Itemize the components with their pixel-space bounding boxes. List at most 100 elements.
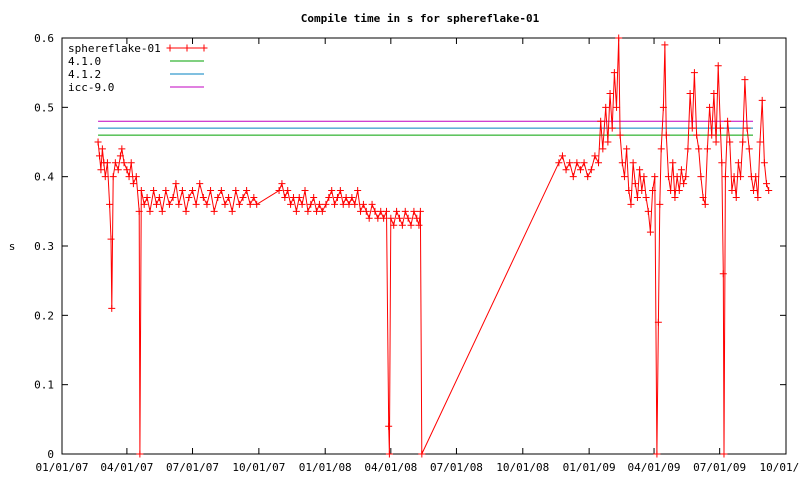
data-point xyxy=(697,173,705,181)
data-point xyxy=(745,145,753,153)
data-point xyxy=(708,131,716,139)
data-point xyxy=(385,422,393,430)
legend-label: sphereflake-01 xyxy=(68,42,161,55)
data-point xyxy=(328,187,336,195)
data-point xyxy=(295,193,303,201)
data-point xyxy=(682,173,690,181)
data-point xyxy=(336,187,344,195)
data-point xyxy=(613,103,621,111)
data-point xyxy=(172,180,180,188)
data-point xyxy=(125,173,133,181)
data-point xyxy=(726,138,734,146)
legend-marker xyxy=(200,44,208,52)
data-point xyxy=(610,69,618,77)
data-point xyxy=(365,214,373,222)
data-point xyxy=(602,103,610,111)
data-point xyxy=(404,214,412,222)
y-tick-label: 0.5 xyxy=(34,101,54,114)
data-point xyxy=(608,124,616,132)
data-point xyxy=(207,187,215,195)
data-point xyxy=(734,159,742,167)
x-axis: 01/01/07 04/01/07 07/01/07 10/01/07 01/01/08… xyxy=(36,38,800,474)
data-point xyxy=(714,62,722,70)
data-point xyxy=(116,152,124,160)
data-point xyxy=(703,145,711,153)
data-point xyxy=(623,145,631,153)
data-point xyxy=(315,200,323,208)
data-point xyxy=(615,34,623,42)
x-tick-label: 10/01/09 xyxy=(760,461,800,474)
data-point xyxy=(152,200,160,208)
data-point xyxy=(385,450,393,458)
data-point xyxy=(250,193,258,201)
data-point xyxy=(566,159,574,167)
data-point xyxy=(387,214,395,222)
data-point xyxy=(203,200,211,208)
data-point xyxy=(760,159,768,167)
y-tick-label: 0.6 xyxy=(34,32,54,45)
data-point xyxy=(106,200,114,208)
data-point xyxy=(597,117,605,125)
data-point xyxy=(214,193,222,201)
data-point xyxy=(720,450,728,458)
series-sphereflake xyxy=(94,34,773,458)
data-point xyxy=(667,187,675,195)
data-point xyxy=(98,145,106,153)
data-point xyxy=(182,207,190,215)
data-point xyxy=(573,159,581,167)
data-point xyxy=(97,166,105,174)
data-point xyxy=(732,193,740,201)
data-point xyxy=(107,235,115,243)
data-point xyxy=(633,193,641,201)
x-tick-label: 10/01/07 xyxy=(232,461,285,474)
data-point xyxy=(199,193,207,201)
data-point xyxy=(192,200,200,208)
data-point xyxy=(599,145,607,153)
data-point xyxy=(719,270,727,278)
data-point xyxy=(398,221,406,229)
data-point xyxy=(558,152,566,160)
y-tick-label: 0.4 xyxy=(34,171,54,184)
data-point xyxy=(416,207,424,215)
x-tick-label: 07/01/09 xyxy=(693,461,746,474)
x-tick-label: 04/01/07 xyxy=(100,461,153,474)
data-point xyxy=(275,187,283,195)
data-point xyxy=(132,173,140,181)
data-point xyxy=(401,207,409,215)
data-point xyxy=(743,124,751,132)
data-point xyxy=(669,159,677,167)
y-tick-label: 0.2 xyxy=(34,309,54,322)
data-point xyxy=(693,131,701,139)
data-point xyxy=(304,207,312,215)
data-point xyxy=(699,193,707,201)
data-point xyxy=(710,89,718,97)
data-point xyxy=(657,145,665,153)
data-point xyxy=(94,138,102,146)
data-point xyxy=(595,159,603,167)
data-point xyxy=(129,180,137,188)
data-point xyxy=(165,200,173,208)
data-point xyxy=(688,124,696,132)
data-point xyxy=(750,187,758,195)
data-point xyxy=(146,207,154,215)
data-point xyxy=(225,193,233,201)
data-point xyxy=(235,200,243,208)
data-point xyxy=(638,187,646,195)
data-point xyxy=(604,138,612,146)
data-point xyxy=(150,187,158,195)
data-point xyxy=(287,200,295,208)
data-point xyxy=(580,159,588,167)
data-point xyxy=(662,131,670,139)
data-point xyxy=(318,207,326,215)
data-point xyxy=(651,173,659,181)
data-point xyxy=(284,187,292,195)
plot-frame xyxy=(61,37,787,455)
data-point xyxy=(158,207,166,215)
data-point xyxy=(217,187,225,195)
data-point xyxy=(737,173,745,181)
data-point xyxy=(390,221,398,229)
y-axis: 0 0.1 0.2 0.3 0.4 0.5 0.6 xyxy=(34,32,786,461)
data-point xyxy=(351,200,359,208)
data-point xyxy=(756,138,764,146)
